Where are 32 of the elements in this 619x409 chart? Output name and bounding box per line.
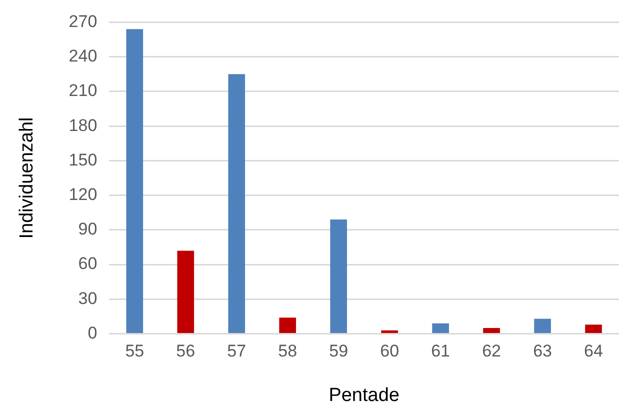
y-tick-label: 0 <box>88 323 98 342</box>
bar <box>279 318 296 334</box>
bar <box>228 74 246 334</box>
x-tick-label: 60 <box>380 342 400 361</box>
y-tick-label: 150 <box>68 150 98 170</box>
x-tick-label: 55 <box>125 342 144 361</box>
x-tick-label: 58 <box>278 342 298 361</box>
bar <box>534 318 551 334</box>
y-tick-label: 210 <box>68 81 98 100</box>
y-tick-label: 180 <box>68 116 98 135</box>
y-axis-title: Individuenzahl <box>16 117 38 239</box>
y-tick-label: 60 <box>78 254 98 274</box>
x-tick-label: 56 <box>176 342 196 361</box>
y-tick-label: 30 <box>78 288 98 308</box>
y-tick-label: 270 <box>68 12 98 31</box>
bar <box>381 330 398 334</box>
y-tick-label: 120 <box>68 185 98 204</box>
y-tick-label: 240 <box>68 46 98 66</box>
x-tick-label: 62 <box>482 342 501 361</box>
bar <box>432 323 449 334</box>
bar <box>483 328 500 334</box>
y-tick-label: 90 <box>78 220 98 239</box>
bar <box>126 29 144 334</box>
x-axis-title: Pentade <box>328 384 400 406</box>
bar <box>330 220 348 334</box>
bar <box>585 324 602 334</box>
x-tick-label: 59 <box>329 342 348 361</box>
x-tick-label: 64 <box>584 342 603 361</box>
x-tick-label: 57 <box>227 342 246 361</box>
bar <box>177 250 194 334</box>
x-tick-label: 61 <box>431 342 450 361</box>
x-tick-label: 63 <box>533 342 552 361</box>
